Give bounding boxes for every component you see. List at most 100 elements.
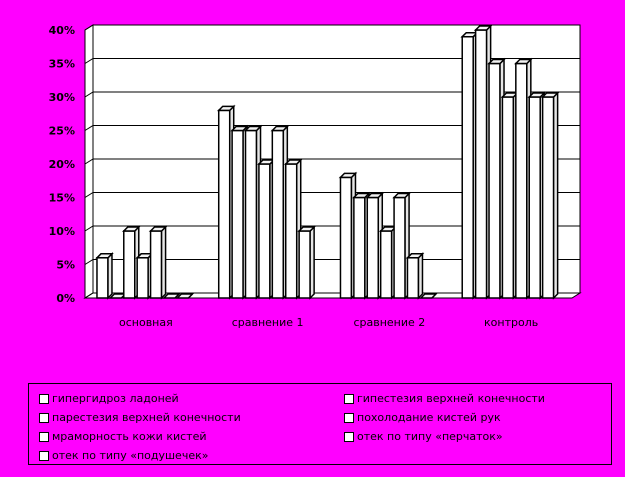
bar-top [162, 293, 181, 299]
bar-top [175, 293, 195, 299]
bar-front [366, 196, 380, 299]
legend-label: гипергидроз ладоней [52, 392, 179, 405]
legend-label: похолодание кистей рук [357, 411, 501, 424]
legend-swatch [344, 412, 354, 423]
legend-label: парестезия верхней конечности [52, 411, 241, 424]
bar-top [216, 105, 236, 112]
bar-front [541, 96, 555, 299]
legend-item: похолодание кистей рук [344, 411, 501, 424]
legend-label: отек по типу «подушечек» [52, 449, 209, 462]
bar [162, 293, 181, 299]
legend-swatch [39, 412, 49, 423]
bar-top [392, 192, 411, 199]
bar-side [160, 225, 167, 300]
y-tick-label: 0% [56, 292, 75, 305]
bar-top [514, 58, 533, 65]
bar-top [297, 226, 316, 232]
y-tick-label: 15% [49, 192, 75, 205]
bar-front [136, 257, 149, 299]
legend-item: гипестезия верхней конечности [344, 392, 545, 405]
bar-top [148, 226, 168, 232]
bar-front [284, 163, 298, 299]
y-tick-label: 30% [49, 91, 75, 104]
gridline [84, 225, 580, 232]
legend-label: мраморность кожи кистей [52, 430, 207, 443]
legend-swatch [344, 431, 354, 442]
bar-top [338, 172, 358, 179]
bar-front [149, 230, 163, 299]
bar-front [501, 96, 515, 299]
bar-top [419, 293, 438, 299]
y-tick-label: 25% [49, 125, 75, 138]
legend-item: гипергидроз ладоней [39, 392, 179, 405]
bar-front [298, 230, 311, 299]
gridline [84, 125, 580, 131]
bar-chart: 0% 5% 10% 15% 20% 25% 30% 35% 40% основная сравне… [49, 24, 582, 329]
bar-side [552, 91, 559, 300]
bar-top [405, 253, 425, 259]
gridline [84, 58, 580, 64]
bar-side [309, 225, 315, 300]
bar-front [258, 163, 271, 299]
bar-side [417, 251, 424, 300]
bar-top [365, 192, 385, 199]
bar-top [230, 125, 249, 132]
legend-label: отек по типу «перчаток» [357, 430, 503, 443]
legend-label: гипестезия верхней конечности [357, 392, 545, 405]
bar-front [217, 109, 231, 299]
gridline [84, 158, 580, 165]
bar [405, 251, 425, 300]
bar-top [121, 226, 141, 232]
legend-item: отек по типу «подушечек» [39, 449, 208, 462]
bar-front [123, 230, 136, 299]
legend-swatch [39, 431, 49, 442]
bar-front [393, 196, 406, 299]
bar-front [406, 257, 420, 299]
bar-front [231, 129, 244, 299]
gridline [84, 91, 580, 98]
legend-item: отек по типу «перчаток» [344, 430, 503, 443]
x-category-label: контроль [484, 316, 538, 329]
bar-front [474, 29, 488, 299]
x-category-label: основная [119, 316, 173, 329]
legend-item: парестезия верхней конечности [39, 411, 241, 424]
bar-front [515, 62, 528, 299]
bar [419, 293, 438, 299]
bar [540, 91, 560, 300]
legend-swatch [39, 450, 49, 461]
bar-front [271, 129, 285, 299]
bar-top [243, 125, 263, 132]
bar-front [353, 196, 366, 299]
bar-front [244, 129, 258, 299]
legend-swatch [39, 393, 49, 404]
gridlines [84, 24, 580, 299]
bar [148, 225, 168, 300]
bar-top [527, 92, 547, 98]
x-category-label: сравнение 1 [232, 316, 304, 329]
bar [297, 225, 316, 300]
bar-top [270, 125, 290, 132]
legend-item: мраморность кожи кистей [39, 430, 206, 443]
bar-front [528, 96, 541, 299]
bar [95, 251, 114, 300]
x-category-label: сравнение 2 [353, 316, 425, 329]
gridline [84, 24, 580, 31]
y-tick-label: 10% [49, 225, 75, 238]
bar [175, 293, 195, 299]
bar-top [487, 58, 506, 65]
x-axis: основная сравнение 1 сравнение 2 контроль [119, 316, 538, 329]
bar-front [96, 257, 109, 299]
y-axis: 0% 5% 10% 15% 20% 25% 30% 35% 40% [49, 24, 75, 305]
bar-front [461, 35, 474, 299]
y-tick-label: 40% [49, 24, 75, 37]
y-tick-label: 5% [56, 259, 75, 272]
bar-front [379, 230, 393, 299]
bar-top [540, 92, 560, 98]
y-tick-label: 20% [49, 158, 75, 171]
bar-front [488, 62, 501, 299]
bar-top [283, 159, 303, 165]
bar-side [107, 251, 113, 300]
bar-top [473, 25, 493, 31]
legend-swatch [344, 393, 354, 404]
y-tick-label: 35% [49, 58, 75, 71]
